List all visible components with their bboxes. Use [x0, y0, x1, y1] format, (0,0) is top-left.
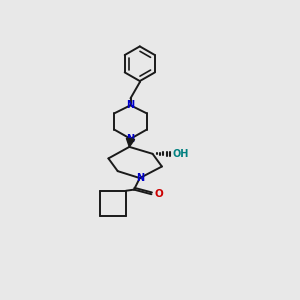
Text: N: N — [136, 173, 144, 183]
Text: N: N — [126, 100, 135, 110]
Text: O: O — [154, 189, 163, 199]
Polygon shape — [126, 138, 135, 147]
Text: OH: OH — [172, 149, 189, 159]
Text: N: N — [126, 134, 135, 144]
